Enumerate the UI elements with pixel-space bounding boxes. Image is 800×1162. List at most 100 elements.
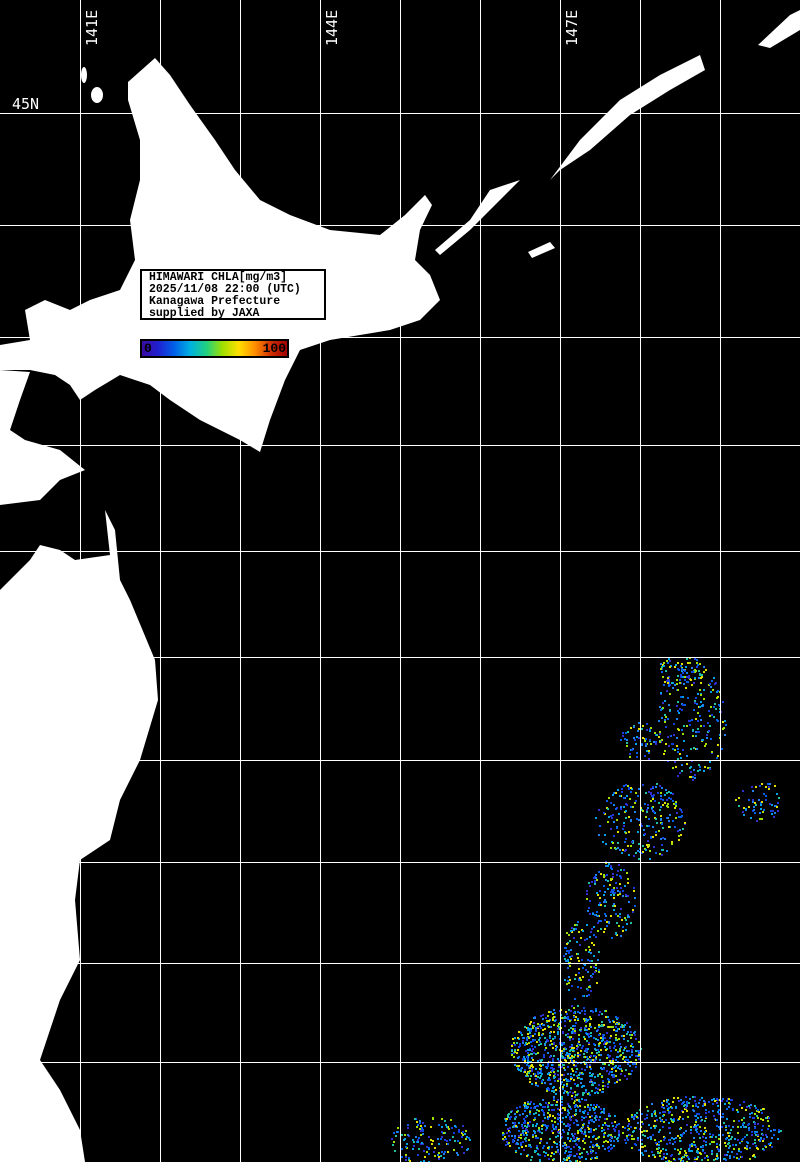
chla-pixel	[608, 797, 610, 799]
chla-pixel	[679, 1152, 681, 1154]
chla-pixel	[749, 1113, 751, 1115]
chla-pixel	[629, 1026, 631, 1028]
chla-pixel	[541, 1080, 543, 1082]
urup	[758, 10, 800, 48]
chla-pixel	[688, 675, 690, 677]
chla-pixel	[585, 1021, 587, 1023]
chla-pixel	[570, 1119, 572, 1121]
chla-pixel	[683, 725, 685, 727]
chla-pixel	[618, 813, 620, 815]
chla-pixel	[511, 1054, 513, 1056]
chla-pixel	[514, 1135, 516, 1137]
chla-pixel	[597, 1088, 599, 1090]
chla-pixel	[657, 792, 659, 794]
chla-pixel	[590, 1141, 592, 1143]
chla-pixel	[672, 1121, 674, 1123]
chla-pixel	[703, 770, 705, 772]
chla-pixel	[673, 723, 675, 725]
chla-pixel	[536, 1105, 538, 1107]
chla-pixel	[693, 1141, 695, 1143]
chla-pixel	[756, 1115, 758, 1117]
chla-pixel	[569, 1127, 571, 1129]
chla-pixel	[765, 786, 767, 788]
chla-pixel	[636, 818, 638, 820]
chla-pixel	[458, 1129, 460, 1131]
chla-pixel	[604, 1118, 606, 1120]
chla-pixel	[589, 1094, 591, 1096]
chla-pixel	[681, 770, 683, 772]
chla-pixel	[728, 1106, 730, 1108]
chla-pixel	[576, 1075, 578, 1077]
chla-pixel	[547, 1125, 549, 1127]
chla-pixel	[686, 658, 688, 660]
chla-pixel	[533, 1052, 535, 1054]
chla-pixel	[694, 777, 696, 779]
chla-pixel	[604, 1122, 606, 1124]
chla-pixel	[763, 809, 765, 811]
chla-pixel	[664, 1111, 666, 1113]
chla-pixel	[444, 1151, 446, 1153]
chla-pixel	[633, 1118, 635, 1120]
chla-pixel	[612, 814, 614, 816]
chla-pixel	[605, 1049, 607, 1051]
chla-pixel	[579, 1054, 581, 1056]
chla-pixel	[652, 786, 654, 788]
chla-pixel	[599, 825, 601, 827]
chla-pixel	[571, 1060, 573, 1062]
chla-pixel	[755, 1107, 757, 1109]
chla-pixel	[774, 812, 776, 814]
chla-pixel	[589, 1023, 591, 1025]
chla-pixel	[663, 1153, 665, 1155]
chla-pixel	[642, 810, 644, 812]
chla-pixel	[637, 1050, 639, 1052]
chla-pixel	[681, 663, 683, 665]
chla-pixel	[668, 685, 670, 687]
chla-pixel	[686, 1103, 688, 1105]
chla-pixel	[696, 662, 698, 664]
chla-pixel	[609, 1060, 611, 1062]
chla-pixel	[529, 1081, 531, 1083]
chla-pixel	[769, 803, 771, 805]
chla-pixel	[694, 658, 696, 660]
chla-pixel	[617, 1067, 619, 1069]
chla-pixel	[664, 750, 666, 752]
chla-pixel	[644, 1150, 646, 1152]
chla-pixel	[697, 693, 699, 695]
chla-pixel	[603, 1043, 605, 1045]
chla-pixel	[716, 1102, 718, 1104]
chla-pixel	[431, 1143, 433, 1145]
chla-pixel	[704, 1152, 706, 1154]
chla-pixel	[655, 741, 657, 743]
chla-pixel	[664, 838, 666, 840]
chla-pixel	[662, 837, 664, 839]
chla-pixel	[661, 823, 663, 825]
chla-pixel	[564, 1107, 566, 1109]
chla-pixel	[514, 1051, 516, 1053]
chla-pixel	[755, 804, 757, 806]
chla-pixel	[746, 1145, 748, 1147]
chla-pixel	[596, 879, 598, 881]
chla-pixel	[703, 689, 705, 691]
chla-pixel	[619, 1050, 621, 1052]
chla-pixel	[567, 1110, 569, 1112]
chla-pixel	[407, 1127, 409, 1129]
chla-pixel	[552, 1047, 554, 1049]
chla-pixel	[563, 1079, 565, 1081]
chla-pixel	[691, 719, 693, 721]
chla-pixel	[528, 1139, 530, 1141]
chla-pixel	[570, 1148, 572, 1150]
chla-pixel	[605, 1140, 607, 1142]
chla-pixel	[592, 1011, 594, 1013]
chla-pixel	[537, 1060, 539, 1062]
chla-pixel	[728, 1147, 730, 1149]
chla-pixel	[574, 1091, 576, 1093]
chla-pixel	[576, 1068, 578, 1070]
chla-pixel	[624, 1024, 626, 1026]
chla-pixel	[616, 922, 618, 924]
chla-pixel	[663, 1121, 665, 1123]
chla-pixel	[566, 1085, 568, 1087]
chla-pixel	[682, 704, 684, 706]
chla-pixel	[752, 799, 754, 801]
chla-pixel	[412, 1148, 414, 1150]
chla-pixel	[687, 697, 689, 699]
